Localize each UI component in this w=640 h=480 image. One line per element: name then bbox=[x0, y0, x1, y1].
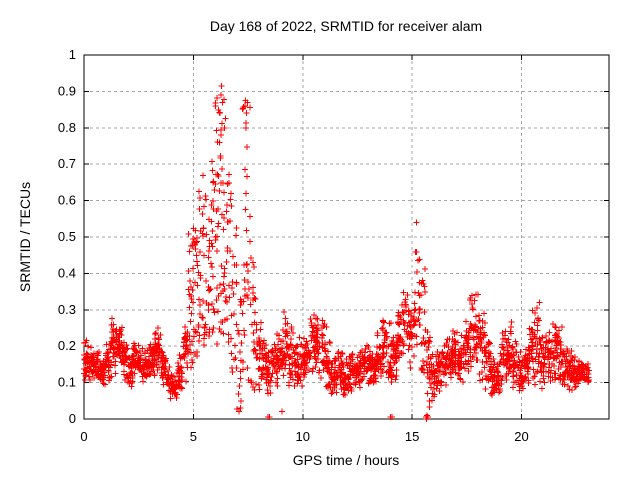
tick-labels-layer: 00.10.20.30.40.50.60.70.80.910 5 10 15 20 bbox=[58, 47, 529, 444]
y-tick-label: 0.8 bbox=[58, 120, 76, 135]
y-tick-label: 0.6 bbox=[58, 193, 76, 208]
y-tick-label: 0.1 bbox=[58, 375, 76, 390]
y-tick-label: 0.7 bbox=[58, 156, 76, 171]
y-tick-label: 0.5 bbox=[58, 229, 76, 244]
y-tick-label: 0.2 bbox=[58, 338, 76, 353]
y-tick-label: 0.9 bbox=[58, 83, 76, 98]
x-tick-label: 5 bbox=[190, 429, 197, 444]
x-axis-label: GPS time / hours bbox=[293, 452, 400, 468]
y-tick-label: 0.4 bbox=[58, 265, 76, 280]
x-tick-label: 0 bbox=[80, 429, 87, 444]
y-tick-label: 0 bbox=[69, 411, 76, 426]
x-tick-label: 20 bbox=[514, 429, 528, 444]
srmtid-scatter-points bbox=[81, 83, 592, 422]
y-axis-label: SRMTID / TECUs bbox=[17, 182, 33, 292]
ticks-layer bbox=[83, 54, 609, 420]
chart-title: Day 168 of 2022, SRMTID for receiver ala… bbox=[210, 18, 482, 34]
y-tick-label: 0.3 bbox=[58, 302, 76, 317]
x-tick-label: 15 bbox=[405, 429, 419, 444]
data-points-layer bbox=[81, 83, 592, 422]
y-tick-label: 1 bbox=[69, 47, 76, 62]
x-tick-label: 10 bbox=[296, 429, 310, 444]
